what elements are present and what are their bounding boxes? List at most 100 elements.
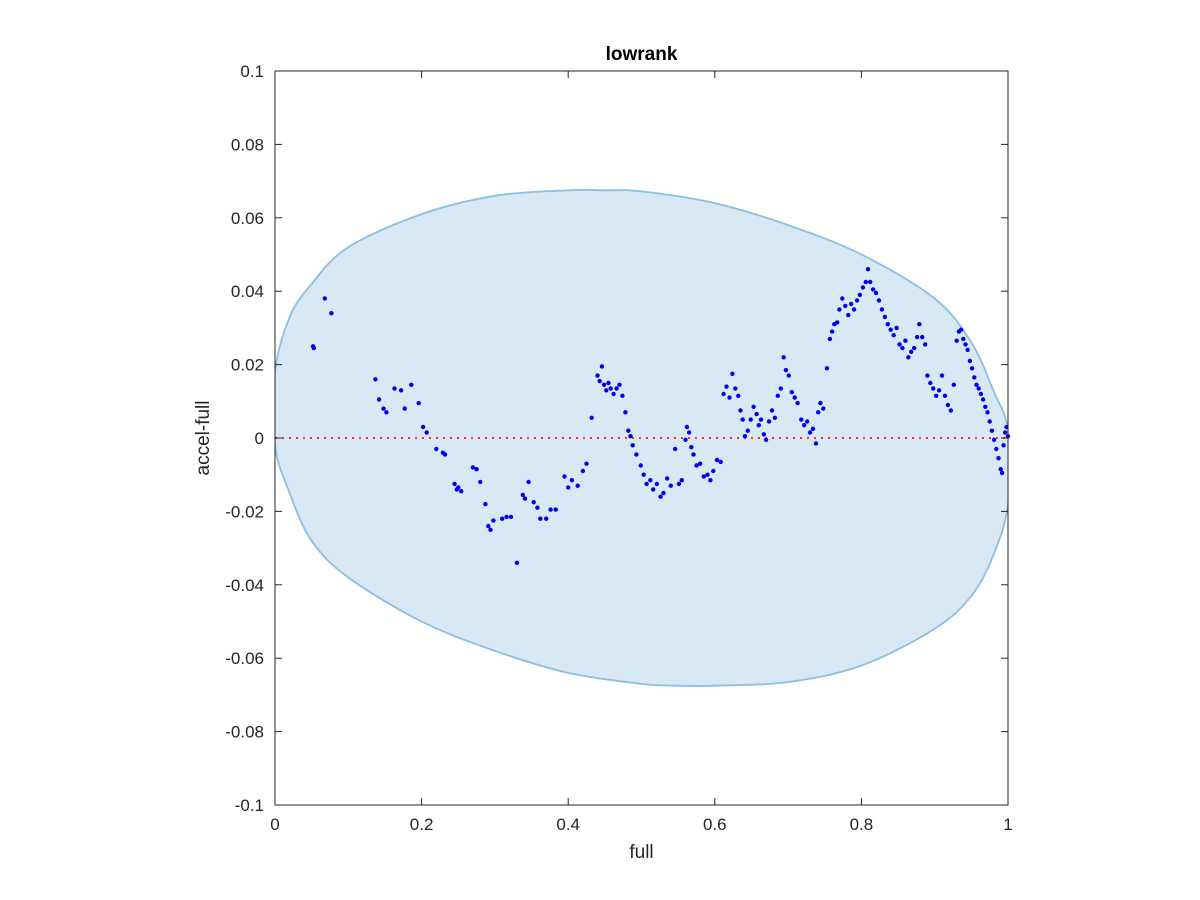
data-point bbox=[978, 391, 984, 397]
data-point bbox=[954, 338, 959, 343]
data-point bbox=[697, 461, 703, 466]
data-point bbox=[651, 487, 656, 492]
data-point bbox=[548, 507, 553, 512]
data-point bbox=[566, 485, 571, 490]
data-point bbox=[402, 406, 407, 411]
y-tick-label: 0.02 bbox=[231, 356, 264, 375]
data-point bbox=[792, 395, 797, 400]
data-point bbox=[783, 367, 789, 373]
y-tick-label: 0.06 bbox=[231, 209, 264, 228]
data-point bbox=[1002, 430, 1008, 435]
data-point bbox=[740, 417, 745, 422]
data-point bbox=[983, 404, 988, 409]
data-point bbox=[840, 296, 845, 301]
data-point bbox=[816, 410, 821, 415]
data-point bbox=[965, 347, 970, 353]
data-point bbox=[628, 434, 633, 439]
y-tick-label: 0.04 bbox=[231, 282, 264, 301]
data-point bbox=[865, 267, 871, 272]
data-point bbox=[684, 424, 690, 430]
data-point bbox=[906, 355, 911, 360]
data-point bbox=[967, 358, 973, 364]
data-point bbox=[665, 476, 670, 481]
data-point bbox=[611, 391, 616, 397]
data-point bbox=[761, 432, 767, 437]
data-point bbox=[483, 501, 488, 507]
data-point bbox=[934, 393, 939, 398]
data-point bbox=[589, 415, 594, 420]
data-point bbox=[470, 465, 476, 470]
data-point bbox=[531, 500, 536, 505]
data-point bbox=[376, 397, 382, 402]
data-point bbox=[846, 312, 851, 318]
x-axis-label: full bbox=[629, 842, 653, 863]
data-point bbox=[891, 333, 896, 338]
data-point bbox=[989, 428, 995, 433]
data-point bbox=[514, 560, 520, 565]
y-tick-label: -0.04 bbox=[225, 576, 264, 595]
data-point bbox=[623, 410, 628, 415]
data-point bbox=[491, 518, 496, 523]
x-axis-ticks: 0 0.2 0.4 0.6 0.8 1 bbox=[270, 71, 1013, 834]
data-point bbox=[508, 514, 514, 520]
data-point bbox=[945, 402, 951, 408]
data-point bbox=[928, 380, 933, 386]
data-point bbox=[562, 474, 567, 479]
data-point bbox=[398, 388, 404, 393]
data-point bbox=[775, 393, 780, 398]
data-point bbox=[416, 400, 421, 406]
data-point bbox=[641, 472, 646, 477]
data-point bbox=[766, 419, 772, 424]
x-tick-label: 0.4 bbox=[556, 815, 580, 834]
data-point bbox=[601, 382, 607, 387]
data-point bbox=[486, 523, 491, 529]
data-point bbox=[748, 417, 753, 422]
data-point bbox=[942, 393, 948, 398]
data-point bbox=[456, 485, 461, 490]
data-point bbox=[673, 446, 678, 452]
data-point bbox=[824, 366, 830, 371]
data-point bbox=[500, 516, 505, 521]
data-point bbox=[870, 287, 876, 292]
data-point bbox=[648, 478, 653, 483]
data-point bbox=[868, 279, 873, 285]
data-point bbox=[526, 479, 531, 485]
chart-title: lowrank bbox=[606, 44, 678, 65]
data-point bbox=[595, 373, 600, 378]
data-point bbox=[329, 311, 334, 316]
data-point bbox=[553, 507, 558, 512]
data-point bbox=[936, 388, 942, 393]
data-point bbox=[985, 410, 990, 415]
data-point bbox=[754, 411, 759, 417]
data-point bbox=[614, 386, 619, 391]
data-point bbox=[876, 298, 882, 303]
data-point bbox=[606, 380, 611, 386]
data-point bbox=[569, 478, 575, 483]
data-point bbox=[789, 389, 794, 395]
data-point bbox=[654, 481, 660, 487]
data-point bbox=[763, 437, 769, 442]
data-point bbox=[860, 285, 866, 290]
x-tick-label: 0.8 bbox=[850, 815, 874, 834]
data-point bbox=[736, 393, 741, 398]
data-point bbox=[620, 393, 625, 398]
data-points bbox=[310, 267, 1011, 565]
data-point bbox=[821, 406, 826, 411]
data-point bbox=[721, 391, 726, 397]
data-point bbox=[917, 322, 922, 327]
data-point bbox=[522, 496, 528, 501]
data-point bbox=[897, 342, 902, 347]
x-tick-label: 1 bbox=[1003, 815, 1012, 834]
data-point bbox=[392, 386, 397, 391]
data-point bbox=[843, 303, 848, 309]
data-point bbox=[714, 457, 720, 463]
data-point bbox=[658, 494, 663, 499]
data-point bbox=[373, 377, 378, 382]
data-point bbox=[923, 342, 928, 347]
data-point bbox=[951, 382, 956, 387]
data-point bbox=[931, 386, 936, 391]
data-point bbox=[894, 325, 899, 331]
y-axis-label: accel-full bbox=[193, 401, 214, 476]
data-point bbox=[925, 373, 930, 378]
data-point bbox=[617, 382, 622, 387]
